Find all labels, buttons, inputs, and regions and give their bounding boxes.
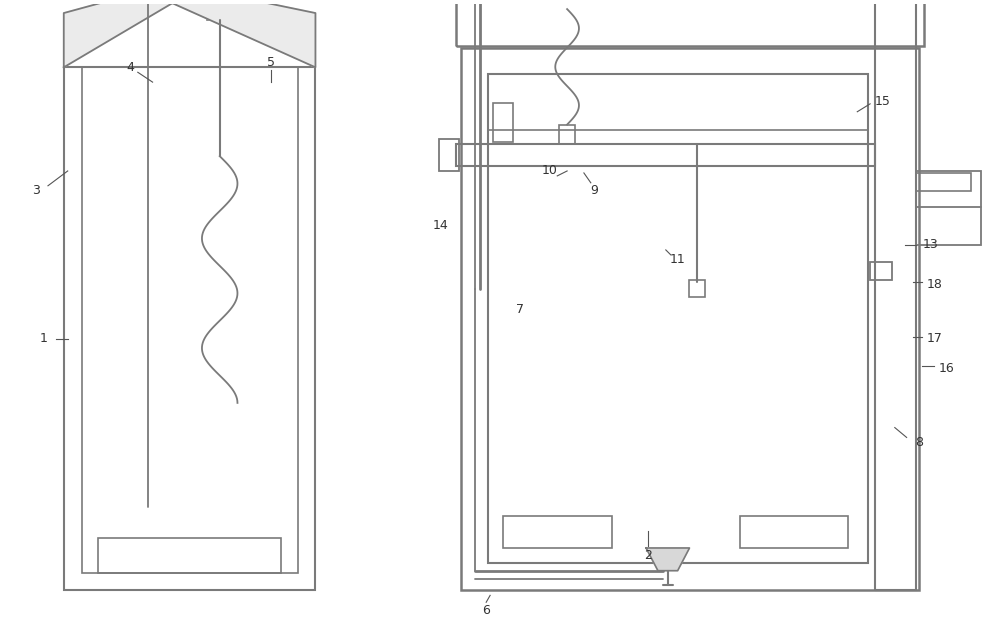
Text: 6: 6	[482, 604, 490, 617]
Bar	[559, 125, 575, 144]
Text: 18: 18	[926, 278, 942, 291]
Bar	[461, 47, 919, 590]
Bar	[740, 516, 848, 548]
Text: 13: 13	[922, 238, 938, 252]
Text: 17: 17	[926, 332, 942, 345]
Bar	[456, 0, 924, 45]
Polygon shape	[172, 0, 315, 67]
Bar	[870, 262, 892, 279]
Text: 14: 14	[433, 219, 449, 232]
Bar	[98, 538, 281, 573]
Bar	[488, 130, 868, 144]
Text: 8: 8	[915, 436, 923, 449]
Bar	[212, 0, 253, 3]
Bar	[493, 103, 513, 142]
Text: 7: 7	[516, 303, 524, 316]
Text: 2: 2	[644, 550, 652, 562]
Text: 3: 3	[32, 184, 40, 197]
Bar	[916, 173, 971, 190]
Polygon shape	[64, 0, 172, 67]
Text: 11: 11	[670, 253, 686, 266]
Text: 15: 15	[875, 95, 891, 109]
Text: 1: 1	[40, 332, 48, 345]
Bar	[64, 67, 315, 590]
Bar	[488, 74, 868, 563]
Bar	[916, 171, 981, 245]
Bar	[689, 279, 705, 297]
Bar	[207, 2, 235, 20]
Text: 9: 9	[590, 184, 598, 197]
Bar	[503, 516, 612, 548]
Text: 10: 10	[541, 164, 557, 178]
Text: 5: 5	[267, 56, 275, 69]
Polygon shape	[646, 548, 689, 571]
Bar	[456, 144, 875, 166]
Bar	[82, 67, 298, 573]
Bar	[875, 0, 916, 590]
Bar	[439, 139, 459, 171]
Text: 4: 4	[126, 61, 134, 74]
Text: 16: 16	[938, 362, 954, 375]
